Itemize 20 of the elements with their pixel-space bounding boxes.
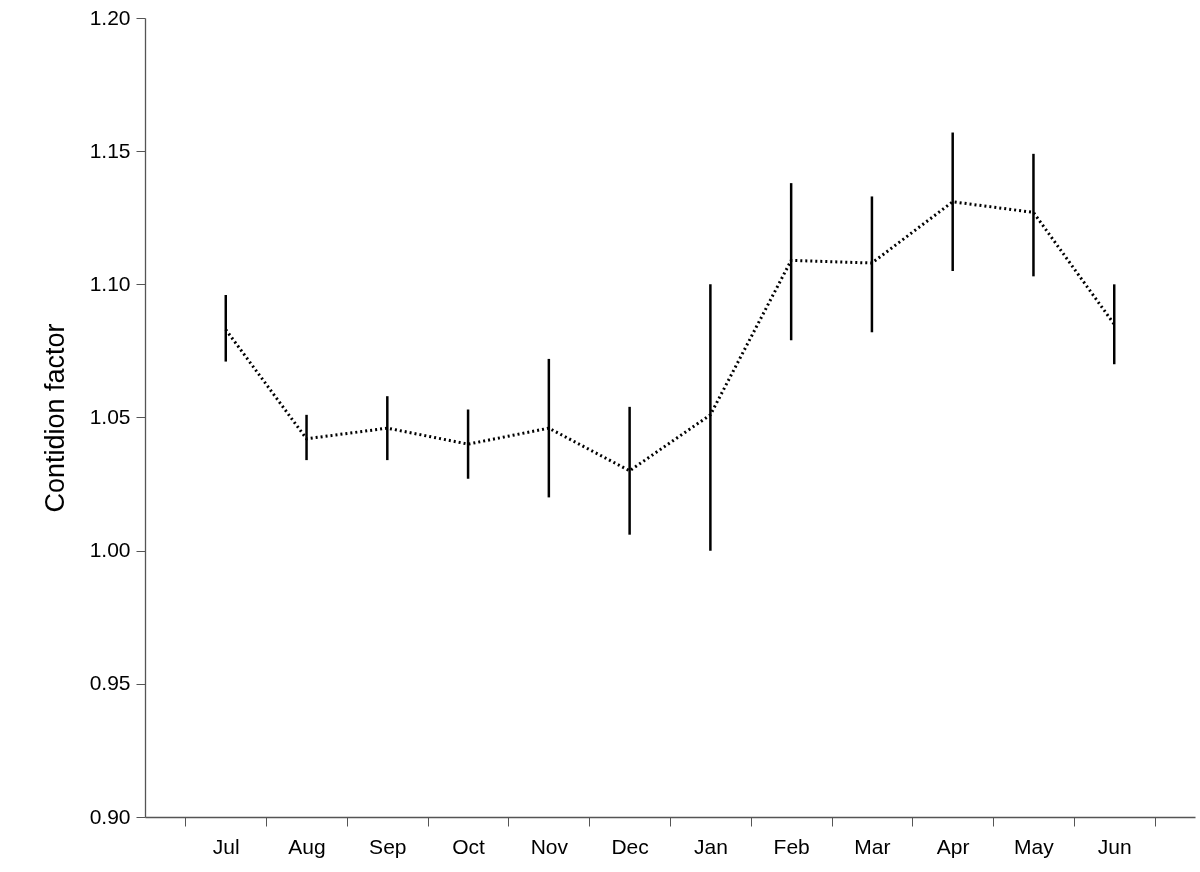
x-tick-label: Dec: [611, 834, 649, 858]
y-tick-label: 1.05: [89, 405, 131, 428]
x-tick-label: Apr: [936, 834, 970, 858]
y-tick-label: 1.15: [89, 138, 131, 162]
y-axis-title: Contidion factor: [39, 323, 70, 513]
x-tick-label: Jul: [212, 834, 240, 858]
y-tick-label: 1.10: [89, 271, 131, 295]
x-tick-label: Jun: [1097, 834, 1132, 858]
x-tick-label: Aug: [288, 834, 326, 858]
y-tick-label: 0.90: [89, 804, 131, 828]
y-tick-label: 1.20: [89, 5, 131, 29]
x-tick-label: Sep: [369, 834, 407, 858]
x-tick-label: Nov: [530, 834, 569, 858]
x-tick-label: Mar: [854, 834, 891, 858]
x-tick-label: May: [1014, 834, 1055, 858]
x-tick-label: Jan: [693, 834, 728, 858]
y-tick-label: 0.95: [89, 671, 131, 695]
y-tick-label: 1.00: [89, 538, 131, 562]
x-tick-label: Feb: [773, 834, 810, 858]
x-tick-label: Oct: [452, 834, 486, 858]
